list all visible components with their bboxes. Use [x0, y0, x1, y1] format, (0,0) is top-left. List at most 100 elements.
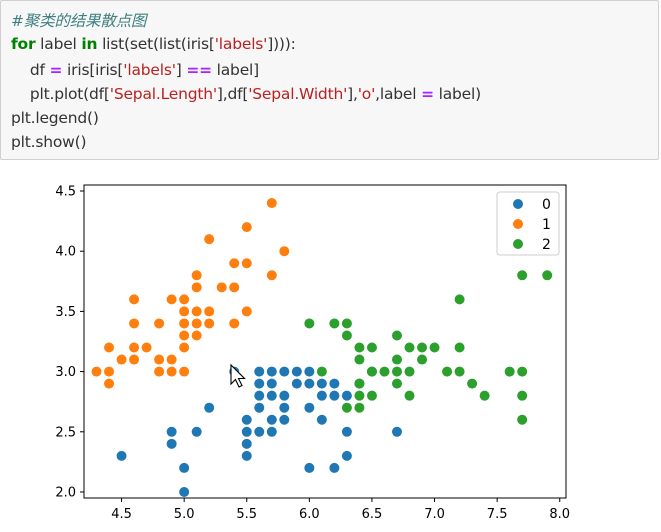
data-point: [504, 366, 515, 377]
data-point: [542, 270, 553, 281]
data-point: [266, 390, 277, 401]
data-point: [241, 450, 252, 461]
data-point: [316, 414, 327, 425]
data-point: [166, 426, 177, 437]
code-token: ,label: [375, 85, 422, 103]
code-line: plt.legend(): [11, 109, 99, 127]
data-point: [229, 258, 240, 269]
data-point: [404, 366, 415, 377]
data-point: [191, 318, 202, 329]
legend-marker: [513, 199, 523, 209]
x-tick-label: 4.5: [111, 507, 132, 522]
code-line: plt.show(): [11, 133, 87, 151]
data-point: [442, 366, 453, 377]
code-cell[interactable]: #聚类的结果散点图 for label in list(set(list(iris…: [0, 0, 659, 160]
data-point: [391, 354, 402, 365]
data-point: [366, 390, 377, 401]
data-point: [166, 366, 177, 377]
mouse-cursor-icon: [230, 363, 246, 388]
data-point: [216, 282, 227, 293]
code-token: plt.show(): [11, 133, 87, 151]
y-tick-label: 4.0: [55, 245, 76, 260]
data-point: [204, 306, 215, 317]
code-token: ]))):: [267, 35, 296, 53]
data-point: [354, 354, 365, 365]
data-point: [179, 342, 190, 353]
data-point: [354, 378, 365, 389]
data-point: [241, 222, 252, 233]
data-point: [241, 426, 252, 437]
data-points: [91, 198, 553, 497]
code-token: 'o': [357, 85, 376, 103]
data-point: [204, 234, 215, 245]
data-point: [166, 354, 177, 365]
x-axis: 4.5 5.0 5.5 6.0 6.5 7.0 7.5 8.0: [111, 498, 570, 522]
data-point: [291, 378, 302, 389]
code-token: 'labels': [214, 35, 268, 53]
data-point: [116, 354, 127, 365]
code-token: 'Sepal.Width': [248, 85, 348, 103]
data-point: [304, 378, 315, 389]
data-point: [366, 342, 377, 353]
data-point: [179, 294, 190, 305]
data-point: [354, 342, 365, 353]
data-point: [341, 318, 352, 329]
data-point: [279, 366, 290, 377]
data-point: [104, 366, 115, 377]
code-token: iris[iris[: [62, 61, 124, 79]
code-token: =: [49, 61, 63, 79]
data-point: [341, 450, 352, 461]
legend: 0 1 2: [496, 191, 560, 256]
data-point: [304, 318, 315, 329]
data-point: [417, 342, 428, 353]
code-line: plt.plot(df['Sepal.Length'],df['Sepal.Wi…: [11, 85, 481, 103]
legend-label: 2: [542, 237, 551, 253]
data-point: [91, 366, 102, 377]
data-point: [241, 414, 252, 425]
data-point: [429, 342, 440, 353]
data-point: [254, 366, 265, 377]
data-point: [129, 354, 140, 365]
data-point: [417, 354, 428, 365]
scatter-chart: 2.0 2.5 3.0 3.5 4.0 4.5 4.5 5.0 5.5 6.0 6.5 7.0 7.5…: [55, 184, 570, 522]
code-token: for: [11, 35, 36, 53]
data-point: [241, 438, 252, 449]
data-point: [479, 390, 490, 401]
code-token: 'labels': [123, 61, 176, 79]
data-point: [241, 306, 252, 317]
data-point: [179, 366, 190, 377]
output-area: 2.0 2.5 3.0 3.5 4.0 4.5 4.5 5.0 5.5 6.0 6.5 7.0 7.5…: [0, 161, 661, 528]
legend-box: [496, 191, 560, 256]
data-point: [254, 390, 265, 401]
data-point: [241, 258, 252, 269]
data-point: [254, 402, 265, 413]
data-point: [179, 318, 190, 329]
data-point: [129, 342, 140, 353]
data-point: [179, 306, 190, 317]
data-point: [191, 282, 202, 293]
data-point: [266, 426, 277, 437]
data-point: [179, 330, 190, 341]
data-point: [316, 378, 327, 389]
data-point: [154, 366, 165, 377]
data-point: [229, 318, 240, 329]
data-point: [391, 366, 402, 377]
data-point: [254, 426, 265, 437]
data-point: [104, 342, 115, 353]
data-point: [166, 294, 177, 305]
data-point: [204, 402, 215, 413]
y-tick-label: 3.0: [55, 365, 76, 380]
data-point: [191, 270, 202, 281]
data-point: [191, 306, 202, 317]
code-token: label): [433, 85, 482, 103]
data-point: [166, 438, 177, 449]
data-point: [304, 366, 315, 377]
data-point: [104, 378, 115, 389]
data-point: [341, 426, 352, 437]
code-line: #聚类的结果散点图: [11, 9, 146, 31]
data-point: [329, 378, 340, 389]
code-token: ]: [175, 61, 187, 79]
x-tick-label: 6.0: [299, 507, 320, 522]
legend-marker: [513, 219, 523, 229]
data-point: [454, 366, 465, 377]
